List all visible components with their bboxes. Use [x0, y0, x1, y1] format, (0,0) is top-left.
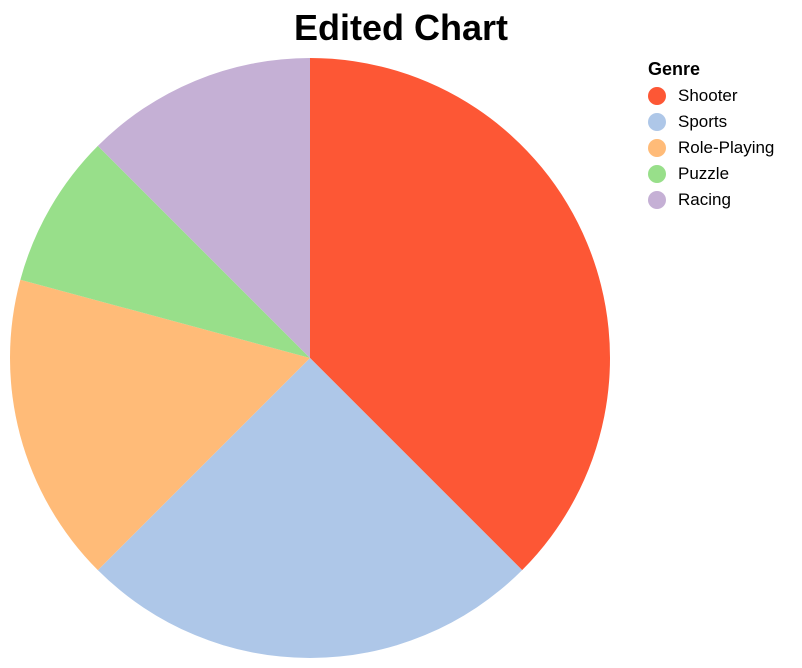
legend-swatch	[648, 191, 666, 209]
pie-slices	[9, 58, 610, 658]
legend-swatch	[648, 165, 666, 183]
legend-title: Genre	[648, 59, 701, 79]
legend-label: Role-Playing	[678, 138, 775, 157]
legend-item-racing: Racing	[648, 187, 774, 213]
legend-item-shooter: Shooter	[648, 83, 774, 109]
legend-label: Sports	[678, 112, 728, 131]
legend-item-role-playing: Role-Playing	[648, 135, 774, 161]
legend: Genre Shooter Sports Role-Playing Puzzle Rac…	[648, 58, 774, 213]
legend-label: Racing	[678, 190, 731, 209]
chart-title: Edited Chart	[293, 7, 508, 48]
legend-items: Shooter Sports Role-Playing Puzzle Racing	[648, 83, 774, 213]
legend-label: Shooter	[678, 86, 738, 105]
legend-label: Puzzle	[678, 164, 730, 183]
legend-swatch	[648, 87, 666, 105]
legend-swatch	[648, 139, 666, 157]
legend-item-puzzle: Puzzle	[648, 161, 774, 187]
legend-swatch	[648, 113, 666, 131]
pie-slice-shooter	[310, 58, 610, 571]
pie-slice-puzzle	[20, 145, 311, 358]
pie-slice-role-playing	[9, 279, 310, 571]
pie-slice-racing	[97, 58, 310, 358]
legend-item-sports: Sports	[648, 109, 774, 135]
pie-slice-sports	[97, 358, 523, 658]
